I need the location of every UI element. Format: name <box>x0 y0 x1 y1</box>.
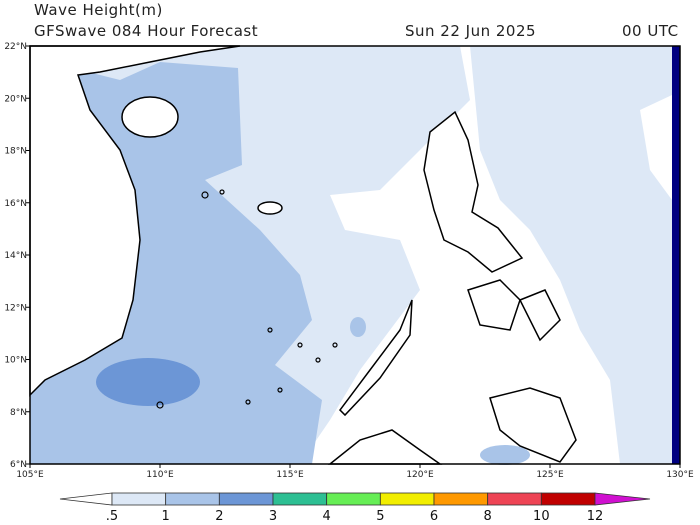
land <box>29 45 577 465</box>
colorbar-label: 3 <box>269 509 277 524</box>
sea-moderate <box>480 445 530 465</box>
colorbar-label: 8 <box>484 509 492 524</box>
colorbar-label: 12 <box>587 509 604 524</box>
colorbar-box <box>326 492 381 506</box>
sea-high <box>96 358 200 406</box>
lon-label: 110°E <box>146 470 174 480</box>
lat-label: 16°N <box>4 199 27 209</box>
edge-band <box>672 46 680 464</box>
lon-label: 125°E <box>536 470 564 480</box>
colorbar-label: 1 <box>162 509 170 524</box>
sea-calm <box>640 95 672 200</box>
lat-label: 20°N <box>4 94 27 104</box>
lon-label: 130°E <box>666 470 694 480</box>
title: Wave Height(m) <box>34 1 163 19</box>
colorbar-label: 5 <box>376 509 384 524</box>
lon-label: 105°E <box>16 470 44 480</box>
colorbar-label: 2 <box>215 509 223 524</box>
colorbar-label: 4 <box>323 509 331 524</box>
colorbar-box <box>272 492 328 506</box>
time: 00 UTC <box>622 22 679 40</box>
colorbar-label: .5 <box>106 509 118 524</box>
colorbar-box <box>540 492 596 506</box>
date: Sun 22 Jun 2025 <box>405 22 536 40</box>
colorbar-label: 10 <box>533 509 550 524</box>
colorbar-box <box>433 492 489 506</box>
colorbar: .5 1 2 3 4 5 6 8 10 12 <box>59 492 651 524</box>
sea-moderate <box>350 317 366 337</box>
lat-label: 22°N <box>4 42 27 52</box>
colorbar-box <box>165 492 220 506</box>
colorbar-box <box>218 492 274 506</box>
lat-label: 12°N <box>4 303 27 313</box>
colorbar-box <box>111 492 167 506</box>
colorbar-label: 6 <box>430 509 438 524</box>
lat-label: 6°N <box>10 460 27 470</box>
colorbar-box <box>487 492 542 506</box>
lon-label: 120°E <box>406 470 434 480</box>
colorbar-over <box>594 492 651 506</box>
colorbar-under <box>59 492 113 506</box>
lat-label: 14°N <box>4 251 27 261</box>
lat-label: 8°N <box>10 408 27 418</box>
lat-label: 18°N <box>4 147 27 157</box>
islands <box>156 189 338 409</box>
colorbar-box <box>379 492 435 506</box>
map-area <box>29 45 681 465</box>
lat-label: 10°N <box>4 356 27 366</box>
subtitle: GFSwave 084 Hour Forecast <box>34 22 258 40</box>
lon-label: 115°E <box>276 470 304 480</box>
